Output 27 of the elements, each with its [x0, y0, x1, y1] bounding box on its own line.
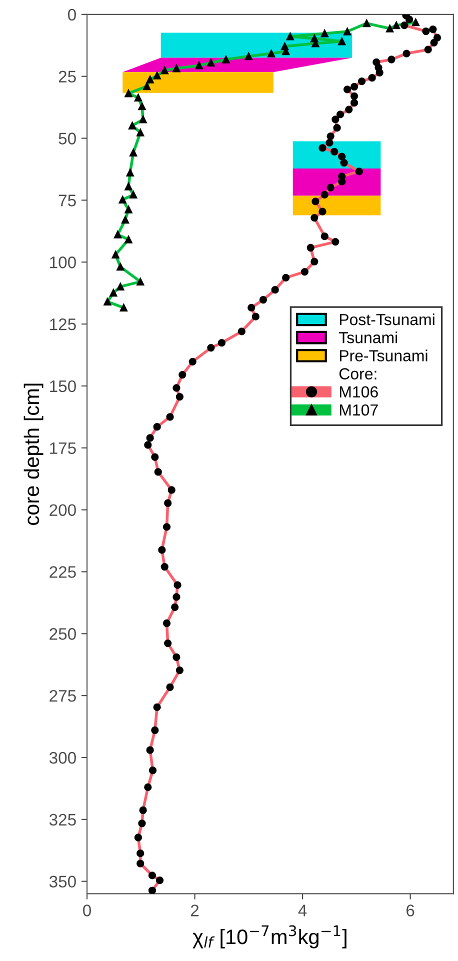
y-tick-label: 100 [50, 256, 76, 268]
x-tick-label: 4 [298, 904, 307, 916]
y-tick-label: 250 [50, 628, 76, 640]
legend-label: Post-Tsunami [340, 313, 434, 326]
legend-title: Core: [339, 368, 376, 380]
y-tick-label: 125 [50, 318, 76, 330]
y-axis-title: core depth [cm] [24, 384, 44, 525]
y-tick-label: 225 [50, 566, 76, 578]
legend-label: M106 [340, 386, 378, 398]
y-tick-label: 150 [50, 380, 76, 392]
text: χ$_{lf}$ [10$^{−7}$m$^{3}$kg$^{−1}$] [192, 925, 346, 948]
legend-label: M107 [340, 404, 378, 416]
legend-label: Tsunami [339, 332, 398, 344]
y-tick-label: 325 [49, 814, 76, 826]
y-tick-label: 350 [49, 876, 76, 888]
y-tick-label: 275 [50, 690, 76, 702]
y-tick-label: 25 [58, 70, 76, 83]
y-tick-label: 175 [50, 442, 76, 454]
y-tick-label: 50 [58, 132, 76, 144]
legend-label: Pre-Tsunami [340, 350, 428, 362]
y-tick-label: 200 [50, 504, 76, 516]
x-tick-label: 6 [406, 904, 414, 916]
y-tick-label: 300 [49, 752, 76, 764]
x-tick-label: 2 [190, 904, 199, 916]
y-tick-label: 75 [58, 194, 76, 206]
y-tick-label: 0 [68, 8, 76, 21]
x-tick-label: 0 [83, 904, 92, 916]
